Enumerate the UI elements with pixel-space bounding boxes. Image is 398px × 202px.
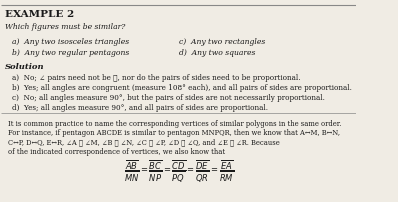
Text: d)  Yes; all angles measure 90°, and all pairs of sides are proportional.: d) Yes; all angles measure 90°, and all … — [12, 104, 268, 112]
Text: Which figures must be similar?: Which figures must be similar? — [5, 23, 125, 31]
Text: of the indicated correspondence of vertices, we also know that: of the indicated correspondence of verti… — [8, 147, 226, 156]
Text: c)  Any two rectangles: c) Any two rectangles — [179, 38, 265, 46]
Text: $\dfrac{\overline{AB}}{\overline{MN}} = \dfrac{\overline{BC}}{\overline{NP}} = \: $\dfrac{\overline{AB}}{\overline{MN}} = … — [124, 158, 234, 185]
Text: b)  Any two regular pentagons: b) Any two regular pentagons — [12, 49, 129, 57]
Text: C↔P, D↔Q, E↔R, ∠A ≅ ∠M, ∠B ≅ ∠N, ∠C ≅ ∠P, ∠D ≅ ∠Q, and ∠E ≅ ∠R. Because: C↔P, D↔Q, E↔R, ∠A ≅ ∠M, ∠B ≅ ∠N, ∠C ≅ ∠P… — [8, 138, 280, 146]
Text: It is common practice to name the corresponding vertices of similar polygons in : It is common practice to name the corres… — [8, 120, 342, 128]
Text: For instance, if pentagon ABCDE is similar to pentagon MNPQR, then we know that : For instance, if pentagon ABCDE is simil… — [8, 129, 340, 137]
Text: d)  Any two squares: d) Any two squares — [179, 49, 255, 57]
Text: a)  Any two isosceles triangles: a) Any two isosceles triangles — [12, 38, 129, 46]
Text: EXAMPLE 2: EXAMPLE 2 — [5, 11, 74, 19]
Text: b)  Yes; all angles are congruent (measure 108° each), and all pairs of sides ar: b) Yes; all angles are congruent (measur… — [12, 84, 352, 92]
Text: c)  No; all angles measure 90°, but the pairs of sides are not necessarily propo: c) No; all angles measure 90°, but the p… — [12, 94, 325, 102]
Text: Solution: Solution — [5, 63, 45, 71]
Text: a)  No; ∠ pairs need not be ≅, nor do the pairs of sides need to be proportional: a) No; ∠ pairs need not be ≅, nor do the… — [12, 74, 300, 82]
